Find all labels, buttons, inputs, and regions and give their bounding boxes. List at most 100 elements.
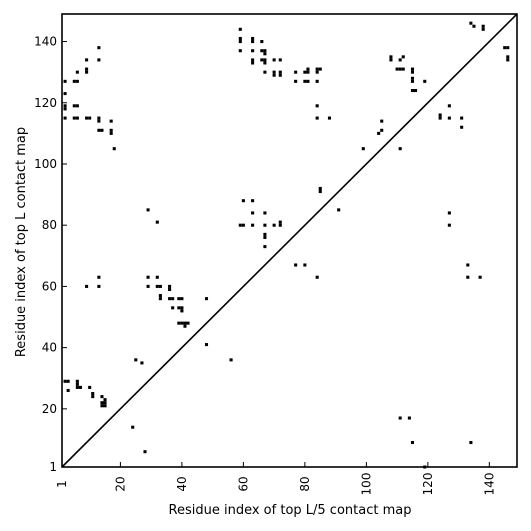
contact-point — [158, 284, 162, 288]
contact-point — [109, 131, 113, 135]
contact-point — [263, 232, 267, 236]
contact-point — [85, 284, 89, 288]
contact-point — [410, 70, 415, 74]
contact-point — [401, 55, 405, 59]
contact-point — [263, 211, 267, 215]
contact-point — [315, 79, 319, 83]
contact-point — [155, 275, 159, 279]
contact-point — [146, 275, 150, 279]
y-tick-label: 100 — [34, 157, 57, 171]
contact-point — [260, 49, 264, 53]
contact-point — [272, 73, 276, 77]
contact-point — [75, 379, 79, 383]
contact-point — [140, 361, 144, 365]
contact-point — [66, 379, 70, 383]
contact-point — [251, 211, 255, 215]
contact-point — [272, 58, 276, 62]
contact-point — [63, 379, 67, 383]
contact-point — [278, 223, 282, 227]
contact-point — [294, 79, 298, 83]
contact-point — [177, 297, 181, 301]
contact-point — [278, 58, 282, 62]
contact-point — [260, 40, 264, 44]
contact-point — [72, 104, 76, 108]
contact-point — [460, 116, 464, 120]
contact-point — [469, 440, 473, 445]
x-tick-label: 20 — [113, 476, 127, 491]
contact-point — [251, 49, 255, 53]
contact-point — [318, 186, 322, 190]
contact-point — [423, 79, 427, 83]
contact-point — [97, 58, 101, 62]
contact-point — [506, 46, 510, 50]
contact-point — [75, 116, 79, 120]
contact-point — [306, 70, 310, 74]
contact-point — [238, 49, 242, 53]
contact-point — [109, 119, 113, 123]
contact-point — [241, 223, 245, 227]
contact-point — [410, 88, 415, 93]
contact-point — [294, 70, 298, 74]
contact-point — [263, 61, 267, 65]
contact-point — [398, 67, 402, 71]
contact-point — [263, 70, 267, 74]
contact-point — [315, 70, 319, 74]
contact-point — [506, 58, 510, 62]
contact-point — [278, 70, 282, 74]
contact-point — [251, 36, 255, 41]
contact-point — [315, 116, 319, 120]
contact-point — [315, 104, 319, 108]
y-tick-label: 60 — [42, 279, 57, 293]
contact-point — [146, 284, 150, 288]
y-tick-label: 120 — [34, 96, 57, 110]
contact-point — [180, 321, 184, 325]
contact-point — [447, 223, 451, 227]
contact-point — [447, 116, 451, 120]
contact-point — [389, 55, 393, 59]
contact-point — [318, 67, 322, 71]
contact-point — [183, 324, 187, 328]
contact-point — [466, 263, 470, 267]
y-tick-label: 40 — [42, 341, 57, 355]
contact-point — [272, 70, 276, 74]
contact-point — [143, 450, 147, 454]
contact-point — [306, 67, 310, 71]
contact-point — [103, 398, 107, 402]
contact-point — [503, 46, 507, 50]
contact-point — [100, 401, 104, 405]
contact-point — [168, 287, 172, 291]
contact-point — [63, 79, 67, 83]
x-tick-label: 1 — [55, 480, 69, 488]
contact-point — [306, 79, 310, 83]
contact-point — [263, 58, 267, 62]
contact-point — [91, 392, 95, 396]
contact-point — [168, 284, 172, 288]
contact-point — [303, 263, 307, 267]
contact-point — [377, 131, 381, 135]
contact-point — [447, 104, 451, 108]
contact-point — [294, 263, 298, 267]
contact-point — [100, 404, 104, 408]
contact-point — [315, 67, 319, 71]
contact-point — [303, 79, 307, 83]
contact-point — [180, 309, 184, 313]
contact-point — [481, 27, 485, 31]
contact-point — [97, 275, 101, 279]
contact-point — [410, 76, 415, 80]
contact-point — [75, 70, 79, 74]
contact-point — [263, 235, 267, 239]
contact-point — [395, 67, 399, 71]
contact-point — [155, 220, 159, 224]
x-axis-label: Residue index of top L/5 contact map — [169, 503, 412, 518]
contact-point — [66, 388, 70, 393]
x-tick-label: 120 — [421, 473, 435, 496]
diagonal-line — [61, 13, 518, 468]
contact-point — [180, 306, 184, 310]
contact-point — [72, 116, 76, 120]
contact-point — [238, 223, 242, 227]
contact-point — [407, 416, 411, 420]
contact-point — [460, 125, 464, 129]
contact-point — [75, 382, 79, 386]
